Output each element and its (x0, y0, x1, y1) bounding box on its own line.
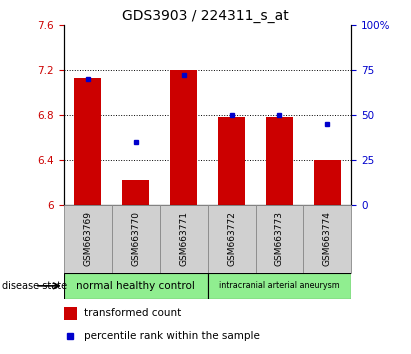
Text: percentile rank within the sample: percentile rank within the sample (84, 331, 260, 341)
Text: disease state: disease state (2, 281, 67, 291)
Bar (64, 273, 208, 299)
Text: GDS3903 / 224311_s_at: GDS3903 / 224311_s_at (122, 9, 289, 23)
Bar (64, 205, 112, 273)
Bar (64, 307, 76, 320)
Text: GSM663769: GSM663769 (83, 211, 92, 267)
Text: GSM663772: GSM663772 (227, 211, 236, 267)
Text: GSM663771: GSM663771 (179, 211, 188, 267)
Text: normal healthy control: normal healthy control (76, 281, 195, 291)
Bar (303, 205, 351, 273)
Bar (314, 160, 341, 205)
Bar (208, 205, 256, 273)
Text: GSM663770: GSM663770 (131, 211, 140, 267)
Bar (256, 205, 303, 273)
Bar (266, 117, 293, 205)
Text: intracranial arterial aneurysm: intracranial arterial aneurysm (219, 281, 340, 290)
Bar (208, 273, 351, 299)
Bar (112, 205, 159, 273)
Bar (159, 205, 208, 273)
Bar (122, 181, 149, 205)
Text: GSM663773: GSM663773 (275, 211, 284, 267)
Bar (74, 78, 101, 205)
Text: GSM663774: GSM663774 (323, 211, 332, 267)
Bar (218, 117, 245, 205)
Text: transformed count: transformed count (84, 308, 181, 318)
Bar (171, 70, 197, 205)
